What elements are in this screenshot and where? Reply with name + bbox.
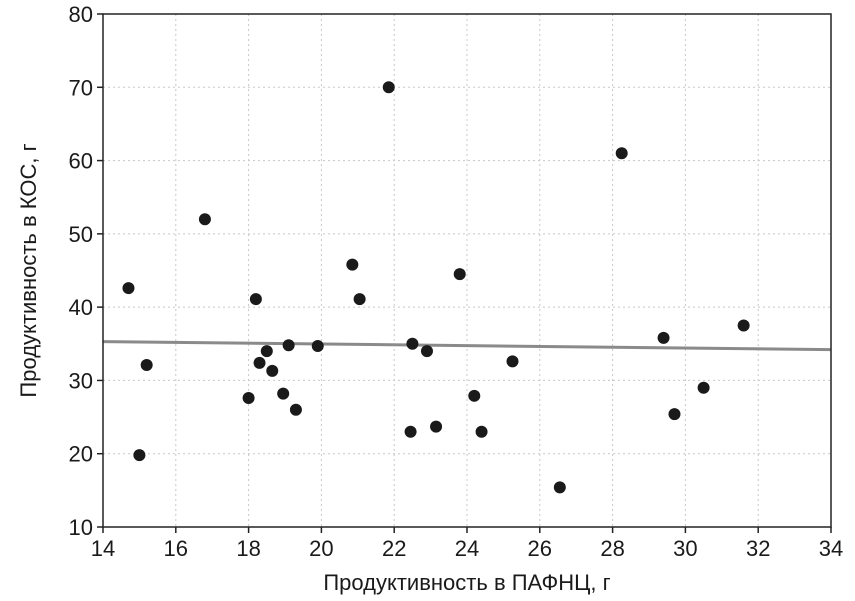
data-point xyxy=(382,81,395,94)
data-points xyxy=(122,81,750,494)
data-point xyxy=(506,355,519,368)
data-point xyxy=(475,425,488,438)
x-tick-label: 34 xyxy=(819,536,843,561)
axis-ticks xyxy=(97,13,832,533)
data-point xyxy=(282,339,295,352)
data-point xyxy=(311,339,324,352)
data-point xyxy=(697,381,710,394)
y-tick-label: 40 xyxy=(69,295,93,320)
y-tick-label: 20 xyxy=(69,442,93,467)
trendline xyxy=(102,340,832,352)
data-point xyxy=(468,389,481,402)
y-tick-label: 10 xyxy=(69,515,93,540)
data-point xyxy=(253,356,266,369)
data-point xyxy=(668,408,681,421)
y-axis-title: Продуктивность в КОС, г xyxy=(16,143,41,397)
data-point xyxy=(122,282,135,295)
y-tick-label: 60 xyxy=(69,149,93,174)
data-point xyxy=(133,449,146,462)
x-tick-label: 32 xyxy=(746,536,770,561)
y-tick-label: 70 xyxy=(69,75,93,100)
x-axis-title: Продуктивность в ПАФНЦ, г xyxy=(323,570,610,595)
x-tick-label: 26 xyxy=(528,536,552,561)
x-tick-label: 24 xyxy=(455,536,479,561)
data-point xyxy=(737,319,750,332)
data-point xyxy=(266,364,279,377)
data-point xyxy=(242,392,255,405)
data-point xyxy=(260,345,273,358)
data-point xyxy=(657,331,670,344)
data-point xyxy=(289,403,302,416)
data-point xyxy=(453,268,466,281)
x-tick-label: 28 xyxy=(600,536,624,561)
trendline-layer xyxy=(102,340,832,352)
data-point xyxy=(198,213,211,226)
x-tick-label: 22 xyxy=(382,536,406,561)
y-tick-label: 30 xyxy=(69,368,93,393)
x-tick-label: 16 xyxy=(164,536,188,561)
data-point xyxy=(249,293,262,306)
data-point xyxy=(353,293,366,306)
y-tick-label: 50 xyxy=(69,222,93,247)
grid-lines xyxy=(103,14,831,527)
x-tick-label: 14 xyxy=(91,536,115,561)
x-tick-label: 20 xyxy=(309,536,333,561)
data-point xyxy=(553,481,566,494)
x-tick-label: 30 xyxy=(673,536,697,561)
data-point xyxy=(615,147,628,160)
data-point xyxy=(277,387,290,400)
y-tick-label: 80 xyxy=(69,2,93,27)
x-tick-label: 18 xyxy=(236,536,260,561)
data-point xyxy=(420,345,433,358)
data-point xyxy=(140,359,153,372)
data-point xyxy=(430,420,443,433)
y-tick-labels: 10 20 30 40 50 60 70 80 xyxy=(69,2,93,540)
data-point xyxy=(346,258,359,271)
x-tick-labels: 14 16 18 20 22 24 26 28 30 32 34 xyxy=(91,536,843,561)
data-point xyxy=(406,337,419,350)
data-point xyxy=(404,425,417,438)
